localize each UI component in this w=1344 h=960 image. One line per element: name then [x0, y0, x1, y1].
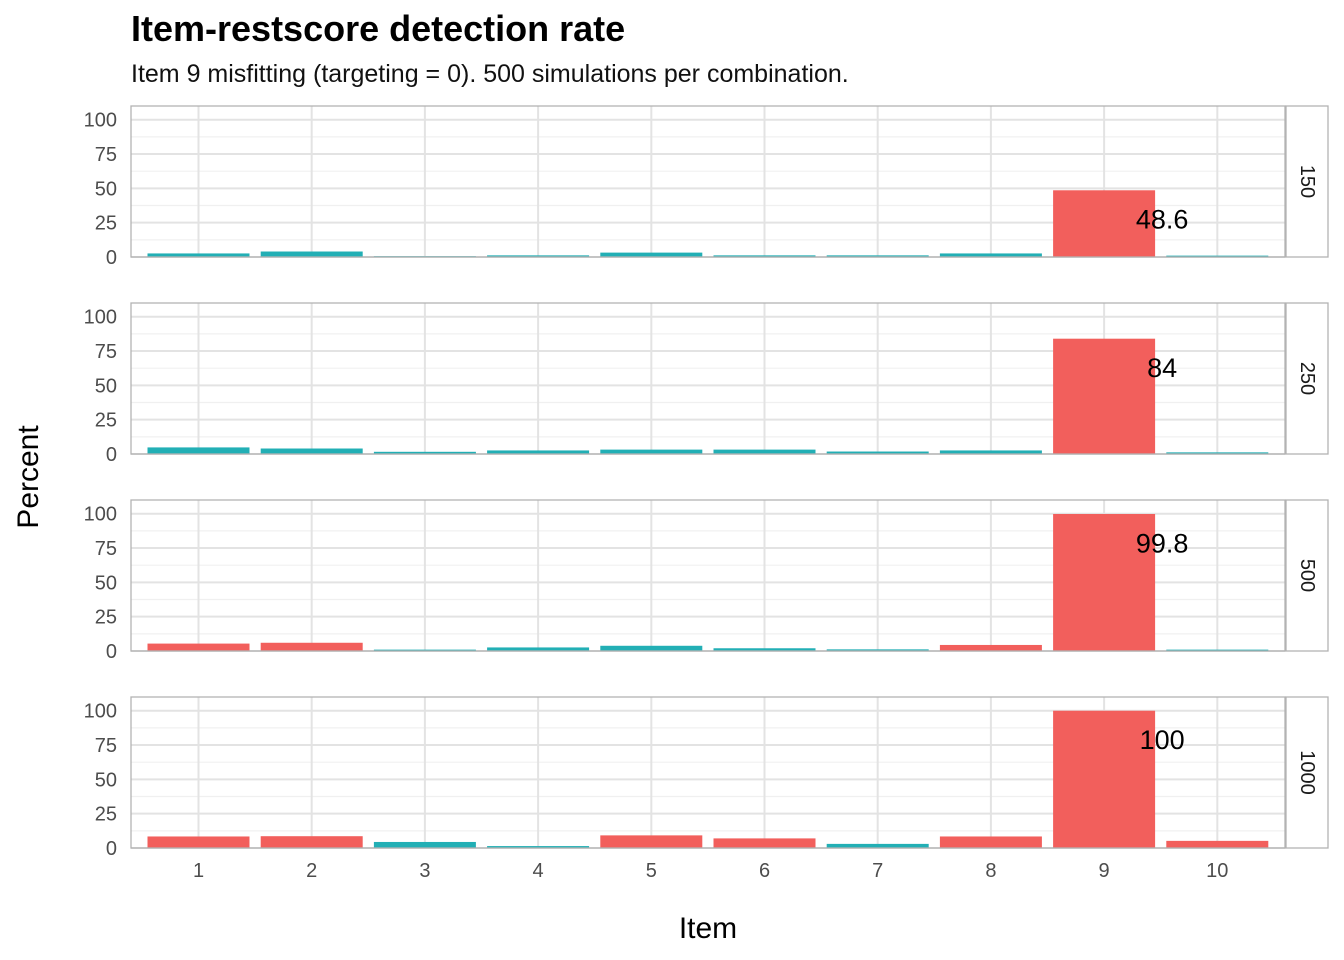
x-tick-label: 2 — [306, 860, 317, 882]
panel-border — [130, 105, 1286, 258]
bar-item-1-n-1000 — [147, 836, 250, 848]
y-tick-label: 75 — [95, 735, 117, 757]
facet-strip-label-250: 250 — [1296, 362, 1318, 395]
panel-border — [130, 302, 1286, 455]
x-tick-label: 5 — [646, 860, 657, 882]
x-tick-label: 9 — [1099, 860, 1110, 882]
x-tick-label: 4 — [533, 860, 544, 882]
bar-item-10-n-500 — [1166, 649, 1269, 651]
y-tick-label: 50 — [95, 178, 117, 200]
bar-item-1-n-150 — [147, 253, 250, 257]
bar-item-4-n-1000 — [487, 846, 590, 848]
facet-strip-label-150: 150 — [1296, 165, 1318, 198]
bar-item-8-n-250 — [939, 450, 1042, 454]
bar-item-5-n-1000 — [600, 835, 703, 848]
y-tick-label: 25 — [95, 607, 117, 629]
bar-item-9-n-500 — [1053, 514, 1156, 651]
bar-item-6-n-250 — [713, 449, 816, 454]
bar-item-7-n-150 — [826, 255, 929, 257]
bar-item-7-n-500 — [826, 649, 929, 651]
y-tick-label: 25 — [95, 804, 117, 826]
bar-item-5-n-500 — [600, 645, 703, 651]
x-tick-label: 10 — [1206, 860, 1228, 882]
bar-item-9-n-150 — [1053, 190, 1156, 257]
y-tick-label: 100 — [84, 701, 117, 723]
bar-item-10-n-250 — [1166, 452, 1269, 454]
data-label-n-500: 99.8 — [1136, 528, 1189, 558]
panel-border — [130, 499, 1286, 652]
bar-item-3-n-500 — [373, 649, 476, 651]
facet-strip — [1285, 105, 1329, 258]
facet-strip — [1285, 499, 1329, 652]
y-tick-label: 75 — [95, 341, 117, 363]
bar-item-9-n-1000 — [1053, 710, 1156, 848]
y-tick-label: 75 — [95, 144, 117, 166]
y-tick-label: 50 — [95, 769, 117, 791]
data-label-n-150: 48.6 — [1136, 205, 1189, 235]
bar-item-7-n-250 — [826, 451, 929, 454]
x-tick-label: 6 — [759, 860, 770, 882]
bar-item-1-n-250 — [147, 447, 250, 454]
data-label-n-1000: 100 — [1140, 725, 1185, 755]
x-axis-title: Item — [679, 912, 737, 945]
bar-item-6-n-1000 — [713, 838, 816, 848]
facet-strip — [1285, 302, 1329, 455]
x-tick-label: 1 — [193, 860, 204, 882]
bar-item-5-n-150 — [600, 252, 703, 257]
facet-strip-label-1000: 1000 — [1296, 750, 1318, 795]
y-tick-label: 100 — [84, 110, 117, 132]
x-tick-label: 3 — [419, 860, 430, 882]
y-tick-label: 0 — [106, 247, 117, 269]
y-tick-label: 25 — [95, 213, 117, 235]
bar-item-5-n-250 — [600, 449, 703, 454]
bar-item-2-n-150 — [260, 251, 363, 257]
bar-item-8-n-500 — [939, 644, 1042, 651]
y-tick-label: 0 — [106, 838, 117, 860]
bar-item-1-n-500 — [147, 643, 250, 651]
bar-item-6-n-500 — [713, 648, 816, 651]
y-tick-label: 0 — [106, 641, 117, 663]
bar-item-7-n-1000 — [826, 843, 929, 848]
chart-subtitle: Item 9 misfitting (targeting = 0). 500 s… — [131, 60, 849, 88]
panel-border — [130, 696, 1286, 849]
chart-title: Item-restscore detection rate — [131, 8, 626, 49]
y-axis-title: Percent — [12, 425, 45, 529]
y-tick-label: 75 — [95, 538, 117, 560]
y-tick-label: 100 — [84, 307, 117, 329]
bar-item-2-n-500 — [260, 642, 363, 651]
bar-item-10-n-1000 — [1166, 840, 1269, 848]
bar-item-4-n-250 — [487, 450, 590, 454]
facet-strip-label-500: 500 — [1296, 559, 1318, 592]
bar-item-10-n-150 — [1166, 255, 1269, 257]
bar-item-9-n-250 — [1053, 338, 1156, 454]
bar-item-8-n-150 — [939, 253, 1042, 257]
y-tick-label: 50 — [95, 375, 117, 397]
x-tick-label: 7 — [872, 860, 883, 882]
data-label-n-250: 84 — [1147, 353, 1177, 383]
bar-item-2-n-1000 — [260, 836, 363, 848]
y-tick-label: 100 — [84, 504, 117, 526]
y-tick-label: 50 — [95, 572, 117, 594]
facet-strip — [1285, 696, 1329, 849]
y-tick-label: 25 — [95, 410, 117, 432]
bar-item-8-n-1000 — [939, 836, 1042, 848]
bar-item-4-n-150 — [487, 255, 590, 257]
bar-item-3-n-1000 — [373, 841, 476, 848]
bar-item-4-n-500 — [487, 647, 590, 651]
bar-item-3-n-250 — [373, 451, 476, 454]
x-tick-label: 8 — [985, 860, 996, 882]
bar-item-6-n-150 — [713, 255, 816, 257]
y-tick-label: 0 — [106, 444, 117, 466]
bar-item-2-n-250 — [260, 448, 363, 454]
